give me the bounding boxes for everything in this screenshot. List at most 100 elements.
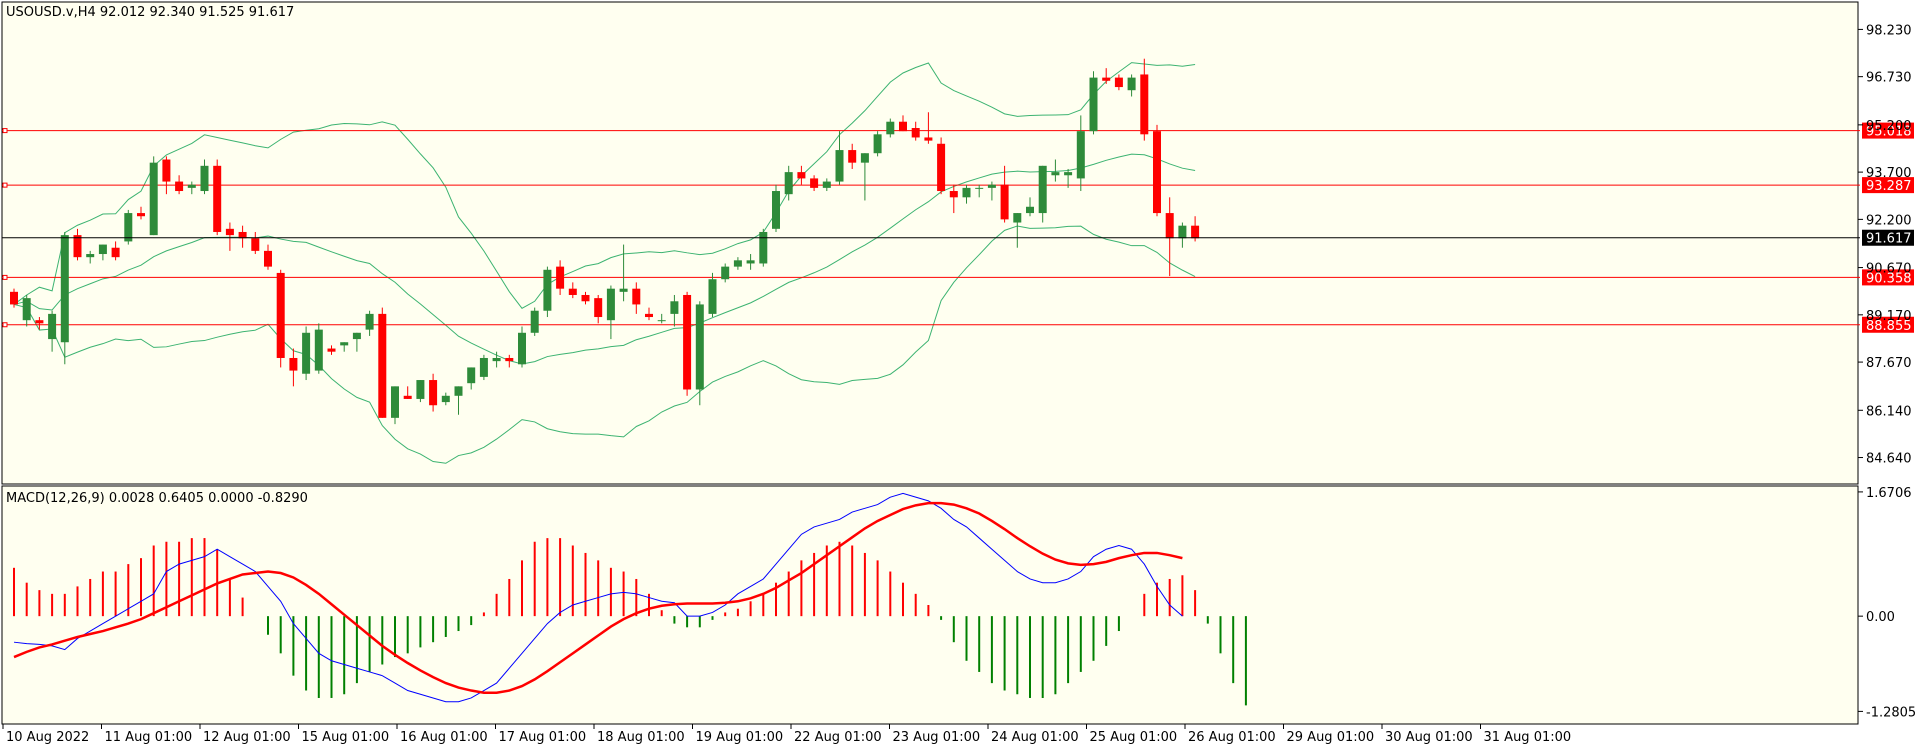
candle-body <box>721 266 730 280</box>
candle-body <box>98 244 107 255</box>
time-tick-label: 16 Aug 01:00 <box>400 730 488 745</box>
time-tick-label: 10 Aug 2022 <box>6 730 89 745</box>
candle-body <box>365 313 374 330</box>
candle-body <box>632 288 641 305</box>
candle-body <box>340 342 349 346</box>
candle-body <box>962 187 971 198</box>
level-anchor[interactable] <box>2 322 8 328</box>
candle-body <box>314 329 323 371</box>
level-label: 93.287 <box>1866 179 1912 194</box>
candle-body <box>1013 213 1022 223</box>
candle-body <box>416 380 425 399</box>
candle-body <box>810 178 819 188</box>
level-anchor[interactable] <box>2 128 8 134</box>
candle-body <box>327 348 336 352</box>
macd-tick-label: -1.2805 <box>1866 705 1916 720</box>
candle-body <box>1127 77 1136 91</box>
time-tick-label: 15 Aug 01:00 <box>302 730 390 745</box>
candle-body <box>378 313 387 418</box>
level-label: 95.018 <box>1866 125 1912 140</box>
candle-body <box>1038 165 1047 214</box>
candle-body <box>1089 77 1098 132</box>
time-tick-label: 12 Aug 01:00 <box>203 730 291 745</box>
candle-body <box>695 304 704 390</box>
candle-body <box>48 313 57 340</box>
candle-body <box>1102 77 1111 81</box>
candle-body <box>200 165 209 192</box>
candle-body <box>708 279 717 314</box>
macd-line <box>13 492 1183 703</box>
time-tick-label: 11 Aug 01:00 <box>105 730 193 745</box>
level-anchor[interactable] <box>2 274 8 280</box>
candle-body <box>251 238 260 251</box>
candle-body <box>975 187 984 189</box>
time-tick-label: 18 Aug 01:00 <box>597 730 685 745</box>
price-tick-label: 90.670 <box>1866 262 1912 277</box>
candle-body <box>1178 225 1187 239</box>
candle-body <box>352 332 361 340</box>
candle-body <box>111 247 120 258</box>
time-tick-label: 25 Aug 01:00 <box>1090 730 1178 745</box>
candle-body <box>86 254 95 258</box>
candle-body <box>73 235 82 258</box>
candle-body <box>848 150 857 163</box>
time-tick-label: 29 Aug 01:00 <box>1287 730 1375 745</box>
macd-header: MACD(12,26,9) 0.0028 0.6405 0.0000 -0.82… <box>6 491 308 506</box>
candle-body <box>225 228 234 236</box>
candle-body <box>645 313 653 318</box>
candle-body <box>149 162 158 236</box>
time-tick-label: 19 Aug 01:00 <box>696 730 784 745</box>
candle-body <box>619 288 628 292</box>
price-tick-label: 89.170 <box>1866 309 1912 324</box>
candle-body <box>492 357 501 362</box>
macd-lines <box>13 492 1183 703</box>
candle-body <box>124 213 133 242</box>
candle-body <box>581 294 590 302</box>
candle-body <box>403 395 412 399</box>
price-panel[interactable] <box>1 1 1859 485</box>
candle-body <box>22 298 31 321</box>
level-anchor[interactable] <box>2 182 8 188</box>
candle-body <box>670 301 679 314</box>
time-tick-label: 23 Aug 01:00 <box>893 730 981 745</box>
time-tick-label: 30 Aug 01:00 <box>1385 730 1473 745</box>
candle-body <box>187 184 196 188</box>
candle-body <box>657 320 666 322</box>
candle-body <box>568 288 577 295</box>
price-axis: 98.230 96.730 95.200 93.700 92.200 90.670 89.1… <box>2 23 1914 467</box>
current-price-label: 91.617 <box>1866 232 1912 247</box>
time-tick-label: 31 Aug 01:00 <box>1484 730 1572 745</box>
time-tick-label: 26 Aug 01:00 <box>1188 730 1276 745</box>
price-tick-label: 96.730 <box>1866 71 1912 86</box>
candle-body <box>1000 184 1009 220</box>
level-label: 90.358 <box>1866 271 1912 286</box>
candle-body <box>35 320 44 324</box>
candle-body <box>391 386 399 418</box>
candle-body <box>289 357 298 371</box>
macd-axis: 1.6706 0.00 -1.2805 <box>1858 486 1916 720</box>
candle-body <box>454 386 463 396</box>
price-tick-label: 84.640 <box>1866 452 1912 467</box>
candle-body <box>911 128 920 138</box>
candle-body <box>1051 172 1060 176</box>
bollinger-lower-line <box>13 225 1196 464</box>
candle-body <box>759 231 768 264</box>
macd-tick-label: 1.6706 <box>1866 486 1912 501</box>
price-tick-label: 98.230 <box>1866 23 1912 38</box>
candle-body <box>530 310 539 333</box>
horizontal-levels[interactable]: 95.018 93.287 90.358 88.855 <box>2 122 1914 334</box>
candle-body <box>746 260 755 264</box>
candle-body <box>924 137 933 141</box>
candle-body <box>594 298 603 318</box>
candle-body <box>873 134 882 154</box>
price-tick-label: 95.200 <box>1866 119 1912 134</box>
candle-body <box>797 172 806 179</box>
candle-body <box>238 231 247 239</box>
candle-body <box>822 181 831 188</box>
price-tick-label: 86.140 <box>1866 404 1912 419</box>
time-tick-label: 24 Aug 01:00 <box>991 730 1079 745</box>
candle-body <box>1064 172 1073 176</box>
candle-body <box>733 260 742 267</box>
macd-panel[interactable] <box>1 485 1859 725</box>
